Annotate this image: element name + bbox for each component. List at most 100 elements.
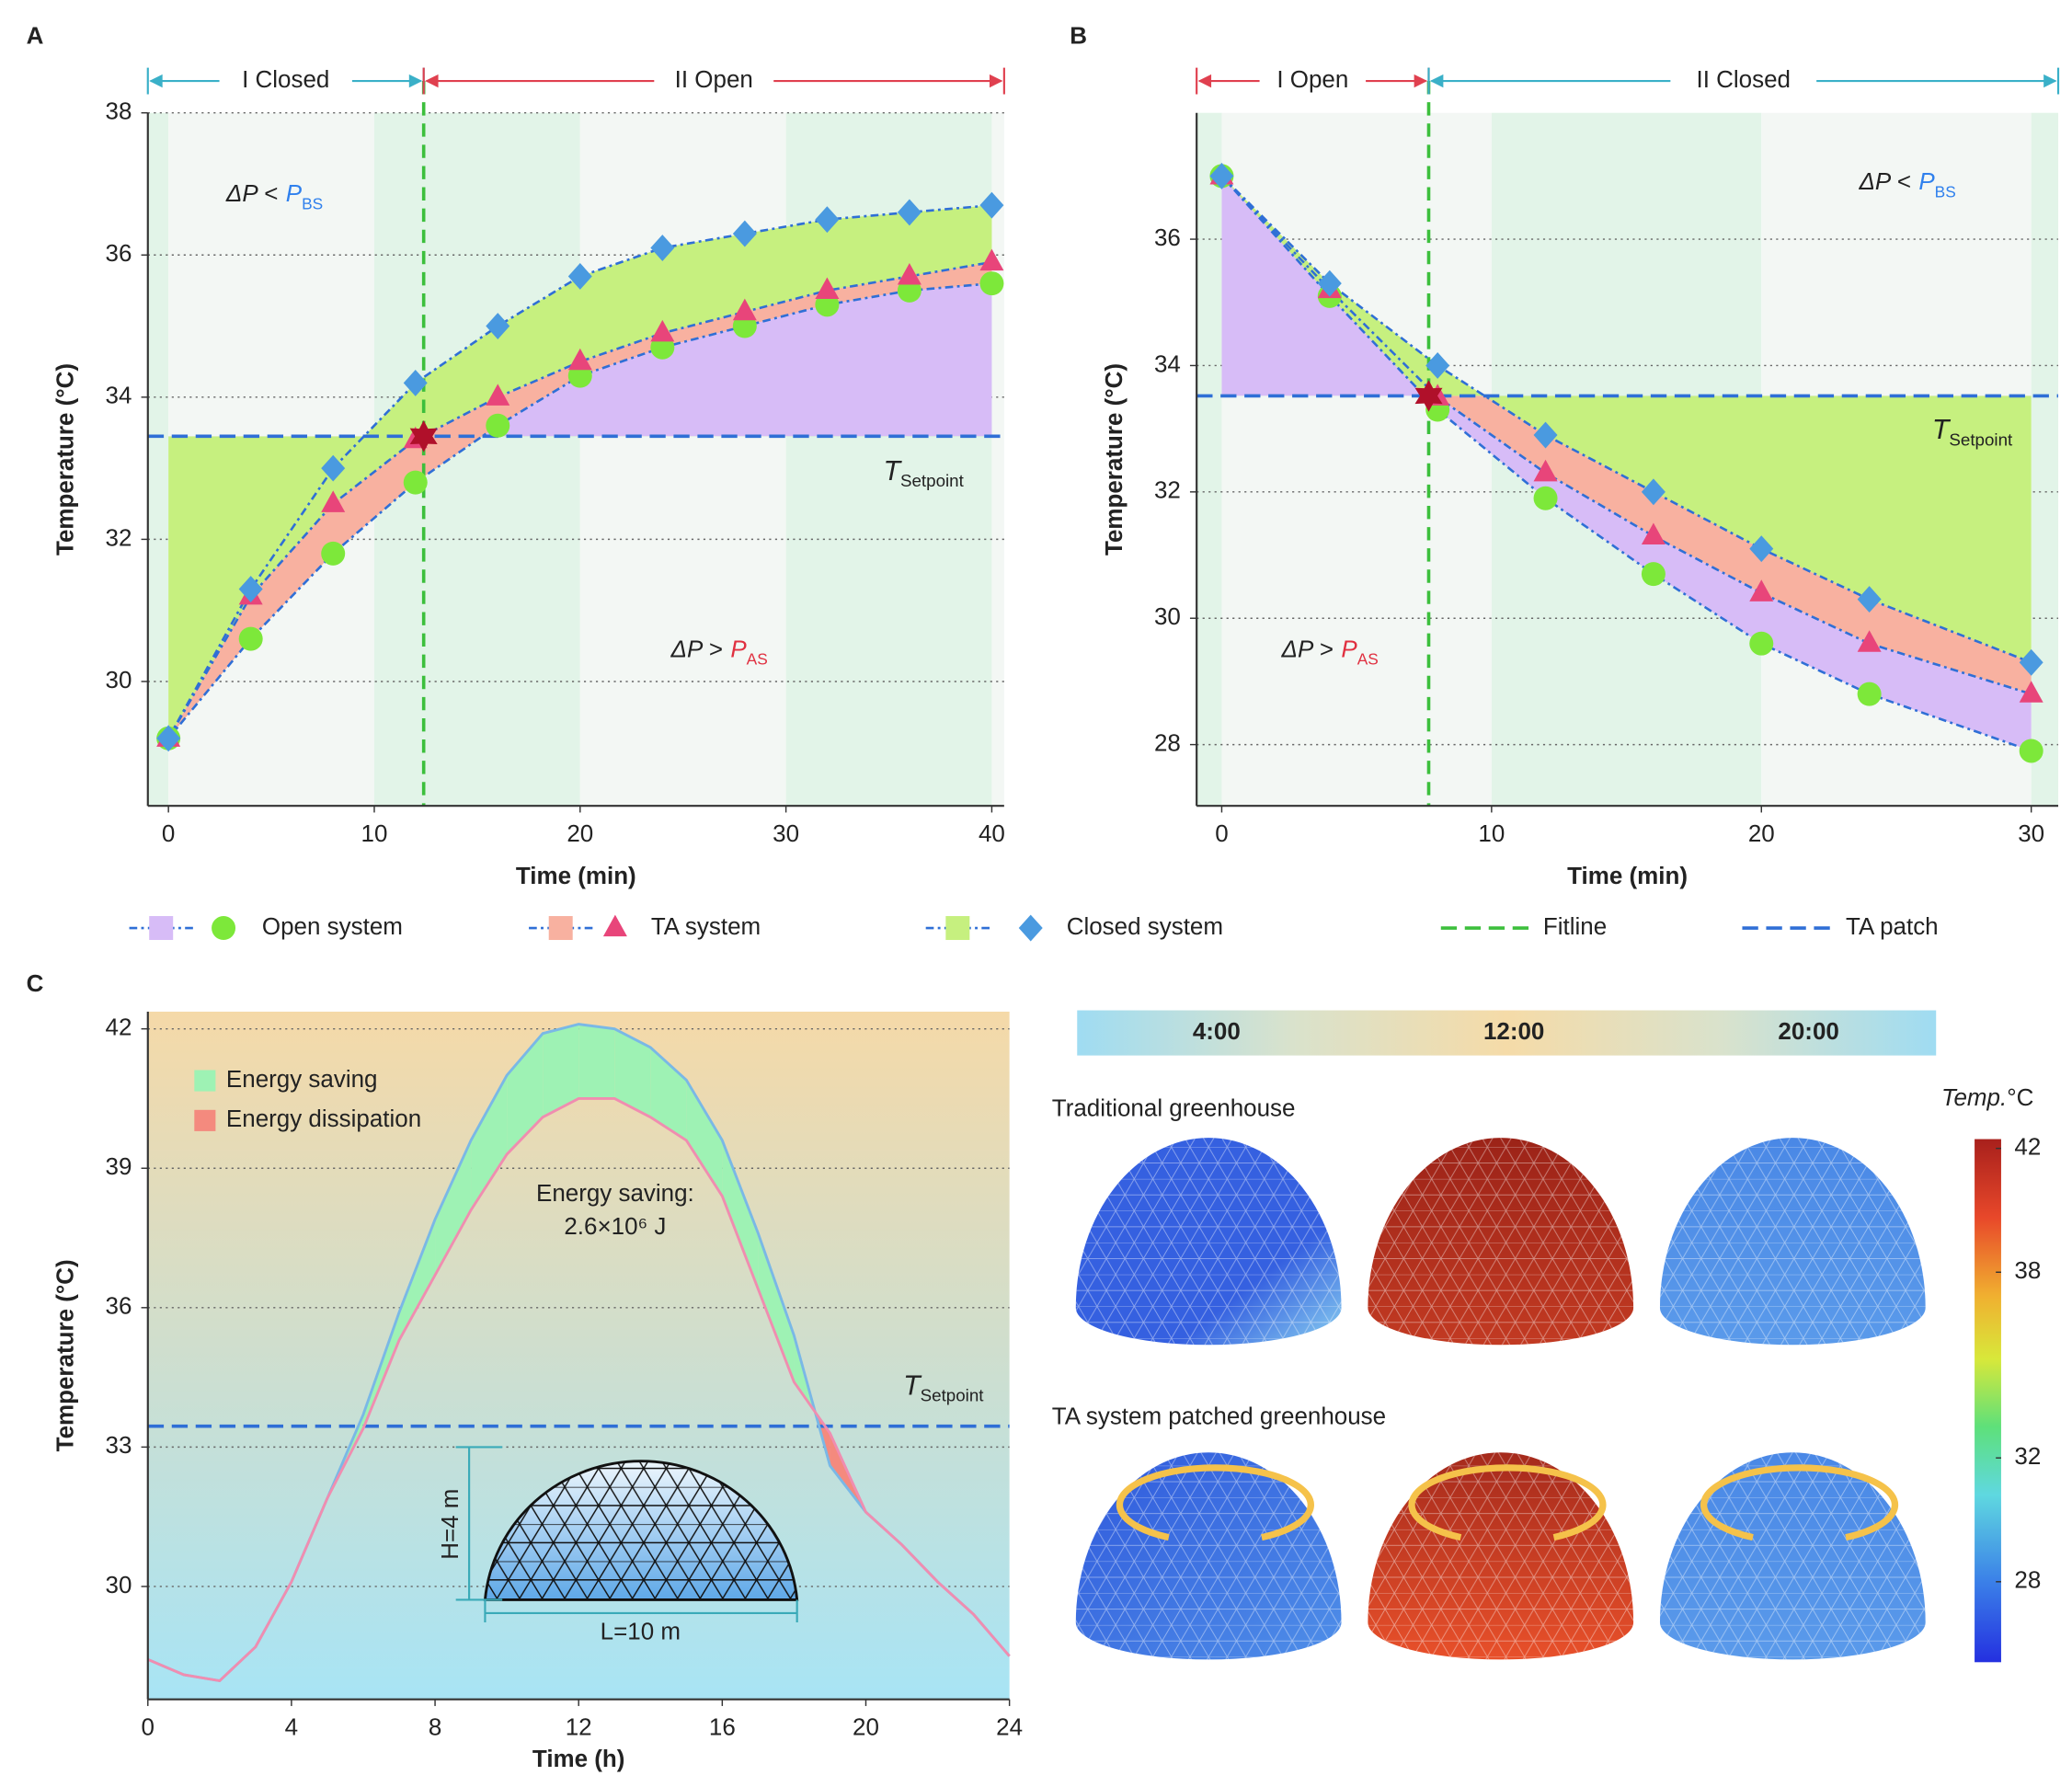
ta-patch-ring bbox=[1408, 1464, 1607, 1541]
marker-circle bbox=[403, 470, 428, 495]
dome-mesh bbox=[1075, 1452, 1342, 1660]
marker-triangle bbox=[650, 319, 675, 342]
legend-label: TA patch bbox=[1846, 912, 1939, 940]
marker-diamond bbox=[650, 235, 675, 261]
setpoint-subscript: Setpoint bbox=[900, 471, 965, 490]
y-tick-label: 36 bbox=[106, 239, 132, 267]
dome-mesh bbox=[1368, 1452, 1634, 1660]
y-tick-label: 32 bbox=[106, 523, 132, 551]
arrow-head bbox=[149, 74, 163, 88]
time-label: 4:00 bbox=[1193, 1017, 1241, 1045]
x-tick-label: 20 bbox=[567, 819, 593, 847]
series-line bbox=[1220, 175, 2032, 695]
background-band bbox=[579, 112, 786, 807]
marker-triangle bbox=[1533, 459, 1558, 482]
annotation-symbol: P bbox=[1918, 167, 1935, 195]
marker-circle bbox=[2019, 739, 2043, 763]
ta-patch-ring bbox=[1116, 1464, 1314, 1541]
annotation-symbol: P bbox=[1341, 635, 1357, 662]
colorbar-title-main: Temp. bbox=[1941, 1083, 2007, 1111]
x-tick-label: 0 bbox=[142, 1713, 155, 1740]
marker-diamond bbox=[732, 220, 757, 247]
x-tick-label: 30 bbox=[773, 819, 799, 847]
dimension-label: L=10 m bbox=[601, 1617, 681, 1644]
marker-diamond bbox=[1533, 421, 1558, 449]
fill-area bbox=[471, 1075, 508, 1210]
y-tick-label: 30 bbox=[1154, 602, 1181, 630]
annotation: ΔP > PAS bbox=[670, 635, 768, 668]
marker-diamond bbox=[1749, 535, 1774, 563]
y-tick-label: 30 bbox=[106, 666, 132, 693]
setpoint-symbol: T bbox=[883, 456, 902, 487]
setpoint-subscript: Setpoint bbox=[1949, 430, 2013, 449]
setpoint-subscript: Setpoint bbox=[921, 1386, 985, 1405]
y-tick-label: 42 bbox=[106, 1014, 132, 1041]
dome-mesh bbox=[1659, 1452, 1926, 1660]
y-tick-label: 34 bbox=[1154, 349, 1181, 377]
arrow-head bbox=[1414, 74, 1428, 88]
setpoint-label: TSetpoint bbox=[1932, 415, 2013, 449]
annotation: 2.6×10⁶ J bbox=[564, 1212, 666, 1240]
y-tick-label: 38 bbox=[106, 97, 132, 125]
fill-area bbox=[650, 1047, 687, 1140]
crossing-star bbox=[1414, 380, 1443, 412]
x-tick-label: 0 bbox=[162, 819, 175, 847]
marker-diamond bbox=[1018, 914, 1043, 942]
fill-area bbox=[722, 1140, 759, 1289]
marker-circle bbox=[212, 916, 236, 941]
phase-label: II Open bbox=[675, 65, 753, 93]
y-tick-label: 33 bbox=[106, 1431, 132, 1459]
panel-letter: A bbox=[27, 21, 44, 49]
fill-area bbox=[686, 1080, 723, 1197]
arrow-head bbox=[989, 74, 1003, 88]
marker-diamond bbox=[1317, 269, 1342, 297]
colorbar-title: Temp.°C bbox=[1941, 1083, 2033, 1111]
background-band bbox=[991, 112, 1004, 807]
phase-label: II Closed bbox=[1697, 65, 1791, 93]
fill-area bbox=[1436, 395, 2032, 694]
phase-label: I Open bbox=[1276, 65, 1348, 93]
legend-label: TA system bbox=[651, 912, 761, 940]
fill-area bbox=[168, 436, 992, 739]
annotation-text: ΔP < bbox=[1858, 167, 1910, 195]
marker-circle bbox=[979, 271, 1004, 296]
annotation-subscript: BS bbox=[302, 194, 323, 212]
marker-triangle bbox=[815, 277, 840, 300]
y-axis-label: Temperature (°C) bbox=[52, 363, 79, 556]
x-tick-label: 20 bbox=[1748, 819, 1775, 847]
marker-circle bbox=[486, 413, 510, 438]
legend-swatch bbox=[194, 1109, 216, 1131]
background-band bbox=[147, 112, 169, 807]
series-line bbox=[167, 203, 992, 739]
x-tick-label: 4 bbox=[285, 1713, 298, 1740]
marker-diamond bbox=[815, 206, 840, 234]
fill-area bbox=[614, 1028, 651, 1117]
colorbar-title-unit: °C bbox=[2007, 1083, 2033, 1111]
arrow-head bbox=[1197, 74, 1212, 88]
annotation: ΔP > PAS bbox=[1281, 635, 1379, 668]
y-tick-label: 30 bbox=[106, 1571, 132, 1598]
marker-diamond bbox=[156, 725, 181, 752]
x-tick-label: 16 bbox=[709, 1713, 736, 1740]
marker-diamond bbox=[567, 263, 592, 290]
marker-triangle bbox=[1641, 522, 1666, 545]
dome-mesh bbox=[483, 1460, 799, 1601]
marker-circle bbox=[1533, 486, 1558, 510]
x-tick-label: 12 bbox=[566, 1713, 592, 1740]
colorbar-tick-label: 38 bbox=[2014, 1256, 2041, 1284]
marker-circle bbox=[1641, 562, 1666, 587]
dimension-label: H=4 m bbox=[436, 1489, 464, 1560]
crossing-star bbox=[409, 420, 438, 452]
setpoint-label: TSetpoint bbox=[883, 456, 964, 490]
x-tick-label: 0 bbox=[1215, 819, 1228, 847]
annotation-subscript: BS bbox=[1935, 182, 1956, 200]
marker-diamond bbox=[403, 369, 428, 396]
legend-swatch bbox=[194, 1070, 216, 1092]
chart-panel: H=4 m L=10 m 30 33 36 39 42 0 4 8 12 16 20 24 Time (h)… bbox=[52, 1011, 1023, 1772]
row-title: Traditional greenhouse bbox=[1052, 1094, 1296, 1122]
marker-diamond bbox=[1425, 352, 1450, 379]
legend-label: Energy saving bbox=[226, 1065, 378, 1093]
